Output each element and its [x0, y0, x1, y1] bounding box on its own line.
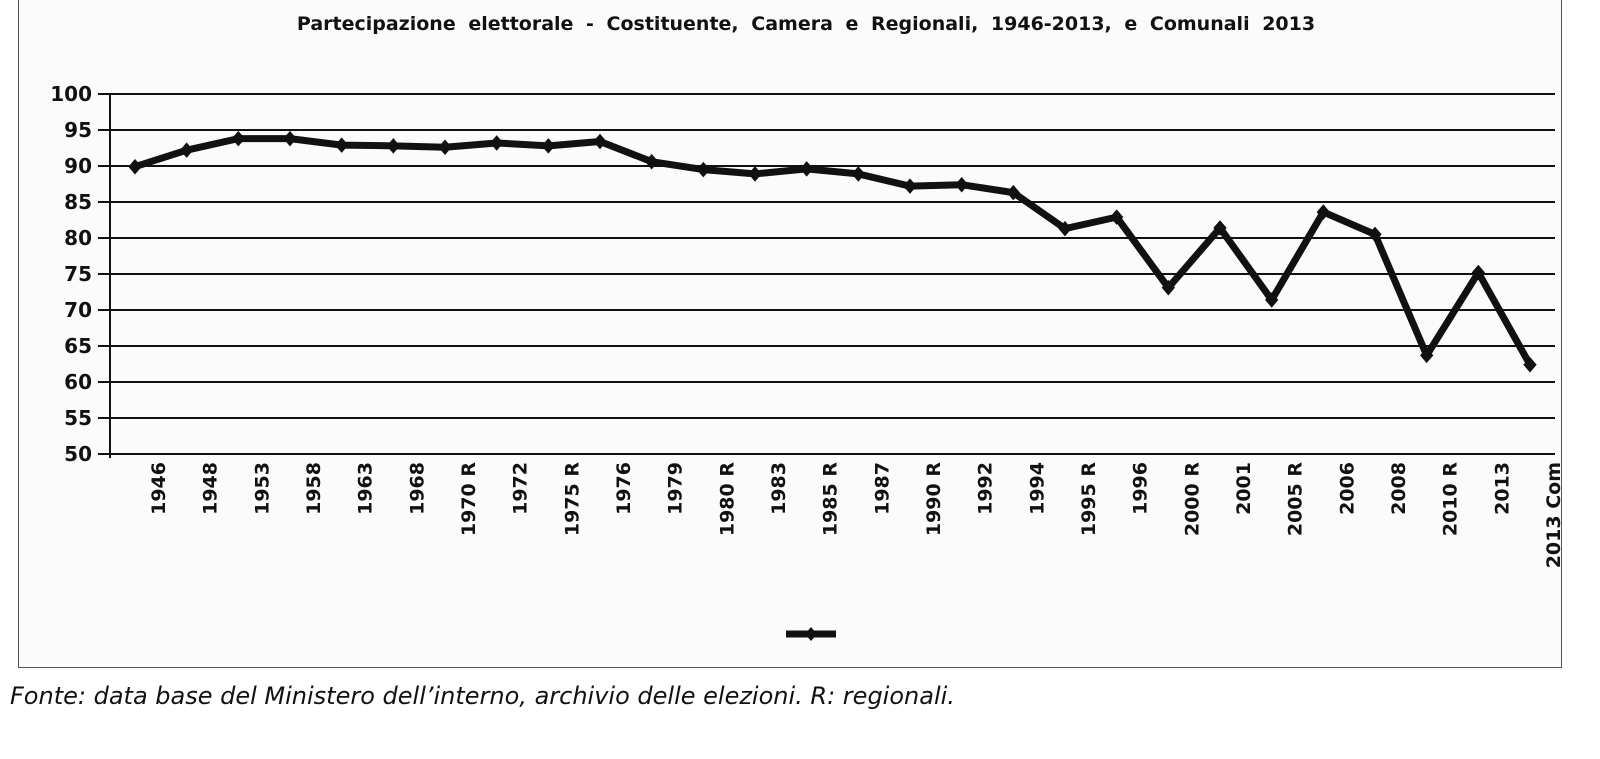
x-tick-label: 1987: [871, 462, 893, 515]
x-tick-label: 2006: [1336, 462, 1358, 515]
source-note: Fonte: data base del Ministero dell’inte…: [10, 682, 955, 710]
series-line: [131, 135, 1534, 369]
data-point: [593, 133, 607, 150]
y-tick-label: 95: [64, 118, 92, 142]
x-tick-label: 2010 R: [1440, 462, 1462, 536]
data-point: [283, 130, 297, 147]
data-point: [1420, 347, 1434, 364]
x-tick-label: 2008: [1388, 462, 1410, 515]
line-chart: Partecipazione elettorale - Costituente,…: [50, 13, 1565, 641]
data-point: [438, 139, 452, 156]
data-point: [1523, 356, 1537, 373]
data-point: [1058, 220, 1072, 237]
x-tick-label: 1980 R: [716, 462, 738, 536]
x-tick-label: 1983: [768, 462, 790, 515]
y-tick-label: 80: [64, 226, 92, 250]
x-tick-label: 1958: [303, 462, 325, 515]
y-tick-label: 55: [64, 406, 92, 430]
y-tick-label: 100: [50, 82, 92, 106]
data-point: [128, 158, 142, 175]
x-tick-label: 1953: [251, 462, 273, 515]
data-point: [1006, 184, 1020, 201]
chart-frame: [18, 0, 1562, 668]
y-tick-label: 65: [64, 334, 92, 358]
data-point: [1161, 279, 1175, 296]
data-point: [231, 130, 245, 147]
data-point: [645, 153, 659, 170]
x-tick-label: 2013: [1491, 462, 1513, 515]
data-point: [386, 138, 400, 154]
y-tick-label: 70: [64, 298, 92, 322]
x-tick-label: 1975 R: [561, 462, 583, 536]
y-tick-label: 50: [64, 442, 92, 466]
x-tick-label: 1972: [510, 462, 532, 515]
x-tick-label: 1994: [1026, 462, 1048, 515]
x-tick-label: 1968: [406, 462, 428, 515]
data-point: [748, 166, 762, 182]
x-tick-label: 1996: [1130, 462, 1152, 515]
data-point: [1471, 264, 1485, 281]
data-point: [490, 135, 504, 151]
data-point: [1110, 209, 1124, 225]
x-tick-label: 2005 R: [1285, 462, 1307, 536]
x-tick-label: 1992: [975, 462, 997, 515]
data-point: [903, 178, 917, 194]
data-point: [851, 166, 865, 182]
x-tick-label: 2000 R: [1181, 462, 1203, 536]
x-tick-label: 1979: [665, 462, 687, 515]
x-tick-label: 1990 R: [923, 462, 945, 536]
data-point: [1213, 220, 1227, 236]
legend-marker: [805, 627, 817, 641]
data-point: [1368, 226, 1382, 243]
x-tick-label: 1970 R: [458, 462, 480, 536]
data-point: [541, 138, 555, 154]
x-tick-label: 1963: [355, 462, 377, 515]
x-tick-label: 1976: [613, 462, 635, 515]
x-tick-label: 1995 R: [1078, 462, 1100, 536]
data-point: [180, 142, 194, 158]
data-point: [1265, 292, 1279, 308]
x-tick-label: 2013 Com: [1543, 462, 1565, 568]
data-point: [1316, 204, 1330, 220]
data-point: [335, 137, 349, 153]
data-point: [696, 161, 710, 178]
data-point: [800, 161, 814, 177]
x-tick-label: 1948: [200, 462, 222, 515]
y-tick-label: 75: [64, 262, 92, 286]
x-tick-label: 1946: [148, 462, 170, 515]
y-tick-label: 90: [64, 154, 92, 178]
data-point: [955, 176, 969, 193]
chart-title: Partecipazione elettorale - Costituente,…: [297, 13, 1315, 35]
y-tick-label: 60: [64, 370, 92, 394]
y-tick-label: 85: [64, 190, 92, 214]
x-tick-label: 2001: [1233, 462, 1255, 515]
x-tick-label: 1985 R: [820, 462, 842, 536]
